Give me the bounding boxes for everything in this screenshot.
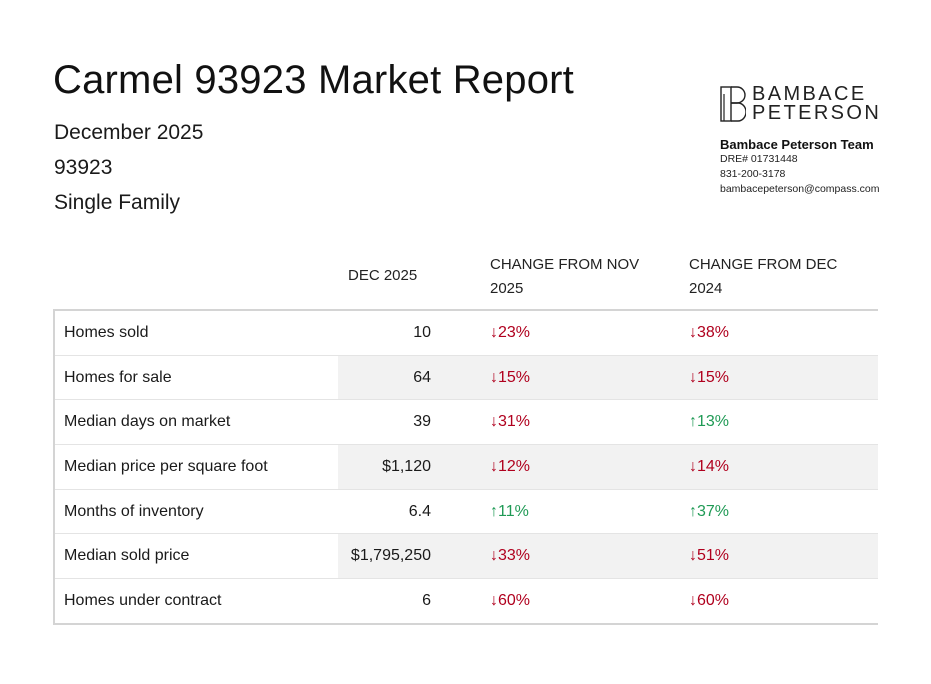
metric-value: $1,795,250 bbox=[350, 547, 431, 565]
table-row: Homes under contract 6 ↓60% ↓60% bbox=[55, 579, 878, 623]
dre-number: DRE# 01731448 bbox=[720, 153, 798, 165]
metric-label: Median price per square foot bbox=[55, 445, 338, 489]
table-row: Median price per square foot $1,120 ↓12% ↓1… bbox=[55, 445, 878, 490]
change-prev-month: ↓60% bbox=[490, 591, 531, 609]
metric-value: 64 bbox=[413, 368, 431, 386]
metric-label: Median days on market bbox=[55, 400, 338, 445]
change-prev-month: ↓15% bbox=[490, 368, 531, 386]
metric-value: 6 bbox=[422, 591, 431, 609]
change-prev-year: ↓51% bbox=[689, 547, 730, 565]
metric-label: Homes sold bbox=[55, 311, 338, 355]
change-prev-month: ↑11% bbox=[490, 502, 529, 520]
table-row: Months of inventory 6.4 ↑11% ↑37% bbox=[55, 489, 878, 535]
table-row: Homes for sale 64 ↓15% ↓15% bbox=[55, 355, 878, 401]
change-prev-month: ↓33% bbox=[490, 547, 531, 565]
report-property-type: Single Family bbox=[54, 191, 181, 214]
market-stats-table: DEC 2025 CHANGE FROM NOV 2025 CHANGE FRO… bbox=[53, 252, 878, 625]
brand-logo-text: BAMBACE PETERSON bbox=[752, 83, 882, 124]
table-row: Median days on market 39 ↓31% ↑13% bbox=[55, 400, 878, 446]
column-header-prev-month: CHANGE FROM NOV 2025 bbox=[490, 256, 640, 297]
change-prev-year: ↑13% bbox=[689, 413, 730, 431]
metric-value: 10 bbox=[413, 323, 431, 341]
change-prev-year: ↑37% bbox=[689, 502, 730, 520]
phone-number: 831-200-3178 bbox=[720, 168, 786, 180]
table-body: Homes sold 10 ↓23% ↓38% Homes for sale 64 ↓15%… bbox=[53, 309, 878, 625]
change-prev-month: ↓31% bbox=[490, 413, 531, 431]
brand-logo-line1: BAMBACE bbox=[752, 83, 867, 105]
brand-logo: BAMBACE PETERSON bbox=[720, 84, 910, 124]
report-zip: 93923 bbox=[54, 156, 113, 179]
report-title: Carmel 93923 Market Report bbox=[53, 58, 574, 102]
change-prev-year: ↓38% bbox=[689, 323, 730, 341]
change-prev-month: ↓12% bbox=[490, 457, 531, 475]
change-prev-month: ↓23% bbox=[490, 323, 531, 341]
metric-value: $1,120 bbox=[382, 457, 431, 475]
table-header: DEC 2025 CHANGE FROM NOV 2025 CHANGE FRO… bbox=[53, 252, 878, 309]
report-period: December 2025 bbox=[54, 121, 204, 144]
metric-label: Homes for sale bbox=[55, 355, 338, 400]
metric-label: Months of inventory bbox=[55, 489, 338, 534]
email-address: bambacepeterson@compass.com bbox=[720, 183, 880, 195]
change-prev-year: ↓14% bbox=[689, 457, 730, 475]
metric-value: 39 bbox=[413, 413, 431, 431]
metric-label: Median sold price bbox=[55, 534, 338, 579]
brand-monogram-icon bbox=[720, 86, 746, 122]
change-prev-year: ↓60% bbox=[689, 591, 730, 609]
metric-label: Homes under contract bbox=[55, 579, 338, 623]
metric-value: 6.4 bbox=[408, 502, 431, 520]
team-name: Bambace Peterson Team bbox=[720, 137, 874, 152]
column-header-prev-year: CHANGE FROM DEC 2024 bbox=[689, 256, 838, 297]
brand-logo-line2: PETERSON bbox=[752, 102, 882, 124]
agent-brand-block: BAMBACE PETERSON Bambace Peterson Team D… bbox=[720, 84, 910, 197]
table-row: Homes sold 10 ↓23% ↓38% bbox=[55, 311, 878, 356]
column-header-current: DEC 2025 bbox=[348, 267, 418, 284]
table-row: Median sold price $1,795,250 ↓33% ↓51% bbox=[55, 534, 878, 580]
change-prev-year: ↓15% bbox=[689, 368, 730, 386]
